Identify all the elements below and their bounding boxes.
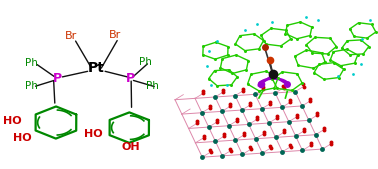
Text: Br: Br — [65, 31, 77, 41]
Text: Ph: Ph — [25, 57, 38, 68]
Text: Ph: Ph — [146, 81, 159, 91]
Text: OH: OH — [121, 142, 140, 152]
Text: P: P — [126, 72, 135, 85]
Text: Ph: Ph — [139, 57, 152, 67]
Text: Br: Br — [109, 30, 121, 40]
Text: HO: HO — [84, 128, 103, 139]
Text: HO: HO — [3, 116, 22, 126]
Text: P: P — [53, 72, 62, 85]
Text: Pt: Pt — [88, 62, 105, 75]
Text: HO: HO — [13, 133, 32, 143]
Text: Ph: Ph — [25, 81, 37, 91]
